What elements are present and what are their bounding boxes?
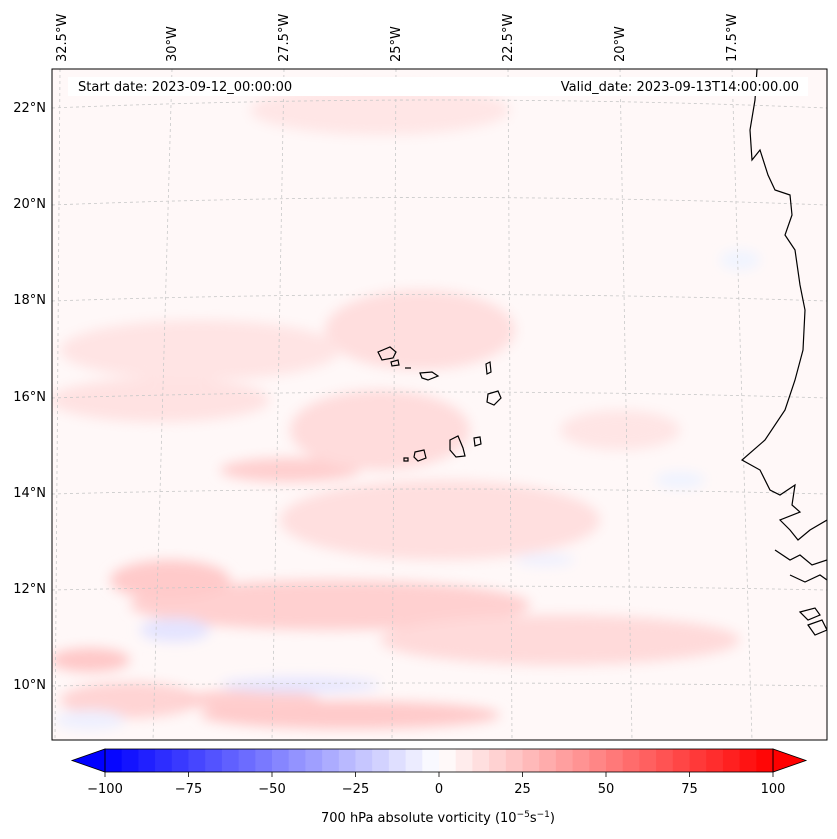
latitude-labels: 22°N 20°N 18°N 16°N 14°N 12°N 10°N xyxy=(13,101,46,693)
colorbar-segment xyxy=(188,749,206,772)
colorbar-segment xyxy=(756,749,774,772)
lon-label: 20°W xyxy=(613,26,628,62)
lat-label: 18°N xyxy=(13,293,46,308)
longitude-labels: 32.5°W 30°W 27.5°W 25°W 22.5°W 20°W 17.5… xyxy=(55,14,740,62)
colorbar-segment xyxy=(238,749,256,772)
lat-label: 10°N xyxy=(13,678,46,693)
colorbar-segment xyxy=(355,749,373,772)
lat-label: 16°N xyxy=(13,390,46,405)
lat-label: 14°N xyxy=(13,486,46,501)
lon-label: 17.5°W xyxy=(725,14,740,62)
colorbar-segment xyxy=(522,749,540,772)
colorbar-segment xyxy=(305,749,323,772)
colorbar-tick-label: 50 xyxy=(598,782,615,797)
colorbar-tick-label: 75 xyxy=(681,782,698,797)
coastline xyxy=(740,69,827,636)
colorbar-label: 700 hPa absolute vorticity (10−5s−1) xyxy=(321,810,555,826)
colorbar-segments xyxy=(105,749,774,772)
colorbar-segment xyxy=(722,749,741,772)
colorbar: −100 −75 −50 −25 0 25 50 75 100 700 hPa absolute… xyxy=(70,748,808,826)
lon-label: 32.5°W xyxy=(55,14,70,62)
colorbar-tick-label: 0 xyxy=(435,782,443,797)
lat-label: 22°N xyxy=(13,101,46,116)
colorbar-segment xyxy=(138,749,156,772)
colorbar-segment xyxy=(221,749,240,772)
lon-label: 25°W xyxy=(389,26,404,62)
cape-verde-islands xyxy=(377,346,502,462)
colorbar-tick-label: −75 xyxy=(175,782,202,797)
colorbar-segment xyxy=(288,749,306,772)
colorbar-segment xyxy=(322,749,340,772)
colorbar-tick-label: −25 xyxy=(342,782,369,797)
lon-label: 27.5°W xyxy=(277,14,292,62)
colorbar-segment xyxy=(489,749,507,772)
colorbar-segment xyxy=(656,749,674,772)
colorbar-segment xyxy=(155,749,173,772)
lat-label: 12°N xyxy=(13,582,46,597)
colorbar-segment xyxy=(338,749,357,772)
colorbar-segment xyxy=(439,749,457,772)
colorbar-segment xyxy=(205,749,223,772)
colorbar-segment xyxy=(672,749,691,772)
start-date-label: Start date: 2023-09-12_00:00:00 xyxy=(78,80,292,95)
colorbar-segment xyxy=(706,749,724,772)
vorticity-field xyxy=(52,85,760,730)
gridlines xyxy=(52,69,827,740)
colorbar-segment xyxy=(372,749,390,772)
colorbar-tick-label: 25 xyxy=(514,782,531,797)
colorbar-segment xyxy=(472,749,490,772)
colorbar-segment xyxy=(572,749,590,772)
colorbar-max-extend-arrow xyxy=(772,748,808,773)
colorbar-segment xyxy=(505,749,524,772)
colorbar-segment xyxy=(422,749,440,772)
colorbar-tick-label: −50 xyxy=(258,782,285,797)
colorbar-segment xyxy=(105,749,123,772)
colorbar-segment xyxy=(606,749,624,772)
colorbar-segment xyxy=(388,749,407,772)
colorbar-segment xyxy=(121,749,139,772)
colorbar-segment xyxy=(405,749,423,772)
colorbar-segment xyxy=(622,749,640,772)
colorbar-segment xyxy=(739,749,757,772)
colorbar-segment xyxy=(589,749,607,772)
colorbar-tick-label: −100 xyxy=(87,782,123,797)
map-frame xyxy=(51,68,828,741)
colorbar-ticks: −100 −75 −50 −25 0 25 50 75 100 xyxy=(87,772,785,797)
lon-label: 30°W xyxy=(165,26,180,62)
colorbar-min-extend-arrow xyxy=(70,748,106,773)
colorbar-segment xyxy=(272,749,290,772)
colorbar-segment xyxy=(539,749,557,772)
valid-date-label: Valid_date: 2023-09-13T14:00:00.00 xyxy=(561,80,799,95)
colorbar-tick-label: 100 xyxy=(761,782,786,797)
header-strip xyxy=(68,77,808,96)
colorbar-segment xyxy=(555,749,574,772)
colorbar-segment xyxy=(255,749,273,772)
colorbar-segment xyxy=(455,749,473,772)
colorbar-segment xyxy=(639,749,657,772)
lon-label: 22.5°W xyxy=(501,14,516,62)
colorbar-segment xyxy=(689,749,707,772)
colorbar-segment xyxy=(171,749,190,772)
lat-label: 20°N xyxy=(13,197,46,212)
